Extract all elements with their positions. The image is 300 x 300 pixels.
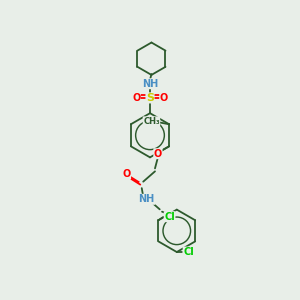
Text: CH₃: CH₃	[143, 117, 160, 126]
Text: S: S	[146, 93, 154, 103]
Text: O: O	[160, 93, 168, 103]
Text: NH: NH	[139, 194, 155, 204]
Text: Cl: Cl	[183, 247, 194, 257]
Text: Cl: Cl	[164, 212, 175, 222]
Text: O: O	[122, 169, 130, 179]
Text: O: O	[132, 93, 140, 103]
Text: NH: NH	[142, 79, 158, 89]
Text: O: O	[154, 149, 162, 159]
